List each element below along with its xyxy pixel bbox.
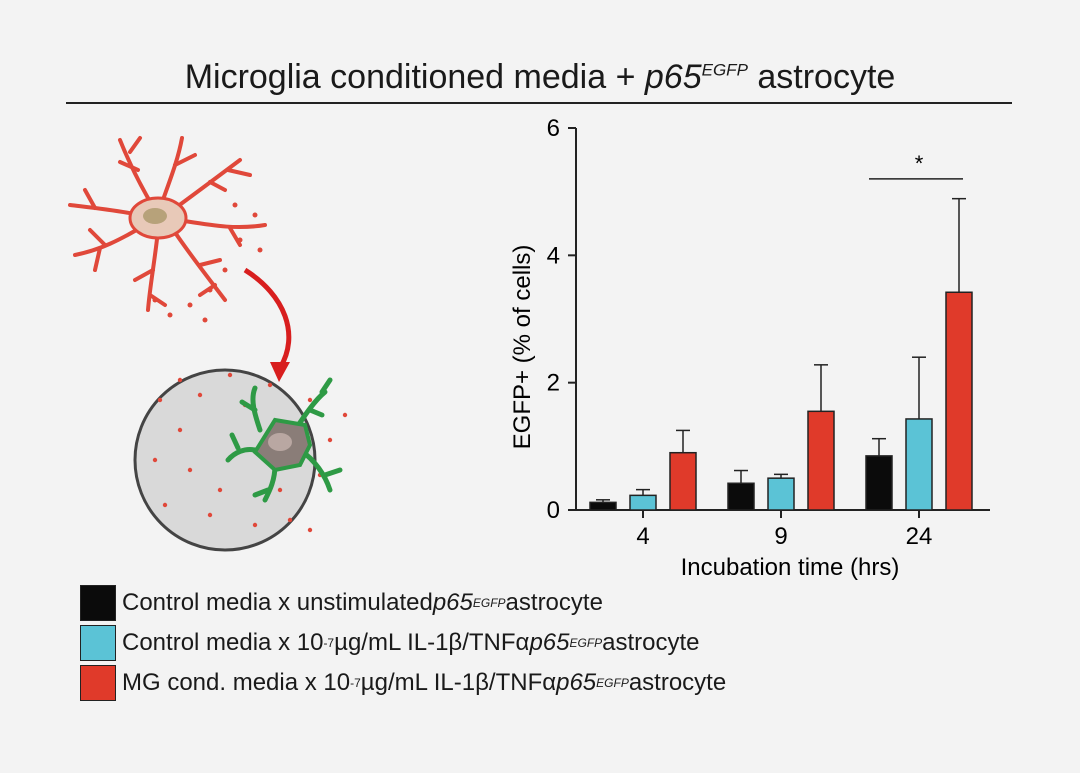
y-axis: 0 2 4 6 <box>547 115 577 524</box>
bars <box>589 291 973 511</box>
microglia-cell-icon <box>68 136 267 312</box>
bar <box>727 482 755 511</box>
y-tick-label: 6 <box>547 115 560 142</box>
astrocyte-cell-icon <box>225 377 343 503</box>
legend-item: Control media x 10 -7 µg/mL IL-1β/TNFα p6… <box>80 623 726 663</box>
illustration <box>68 136 348 552</box>
legend-item: MG cond. media x 10 -7 µg/mL IL-1β/TNFα p… <box>80 663 726 703</box>
legend-item: Control media x unstimulated p65 EGFP ast… <box>80 583 726 623</box>
y-tick-label: 0 <box>547 497 560 524</box>
bar <box>945 291 973 511</box>
bar <box>589 501 617 511</box>
y-tick-label: 2 <box>547 370 560 397</box>
figure-title: Microglia conditioned media + p65EGFP as… <box>184 58 896 96</box>
x-axis: 4 9 24 <box>576 509 990 550</box>
y-tick-label: 4 <box>547 242 560 269</box>
x-tick-label: 9 <box>774 523 787 550</box>
x-tick-label: 4 <box>636 523 649 550</box>
red-arrow-icon <box>243 267 292 370</box>
bar <box>865 455 893 511</box>
legend-swatch <box>80 625 116 661</box>
significance-star: * <box>915 151 924 176</box>
bar <box>669 451 697 511</box>
bar <box>767 477 795 511</box>
significance-annotation: * <box>869 151 963 180</box>
y-axis-label: EGFP+ (% of cells) <box>509 245 536 450</box>
red-arrow-head-icon <box>270 362 290 382</box>
x-tick-label: 24 <box>906 523 933 550</box>
error-bars <box>596 197 966 503</box>
legend-swatch <box>80 585 116 621</box>
title-divider <box>66 102 1012 104</box>
legend-swatch <box>80 665 116 701</box>
cytokine-dots <box>152 202 263 323</box>
legend: Control media x unstimulated p65 EGFP ast… <box>80 583 726 703</box>
bar <box>629 494 657 511</box>
bar <box>905 418 933 511</box>
x-axis-label: Incubation time (hrs) <box>681 554 900 581</box>
bar <box>807 410 835 511</box>
